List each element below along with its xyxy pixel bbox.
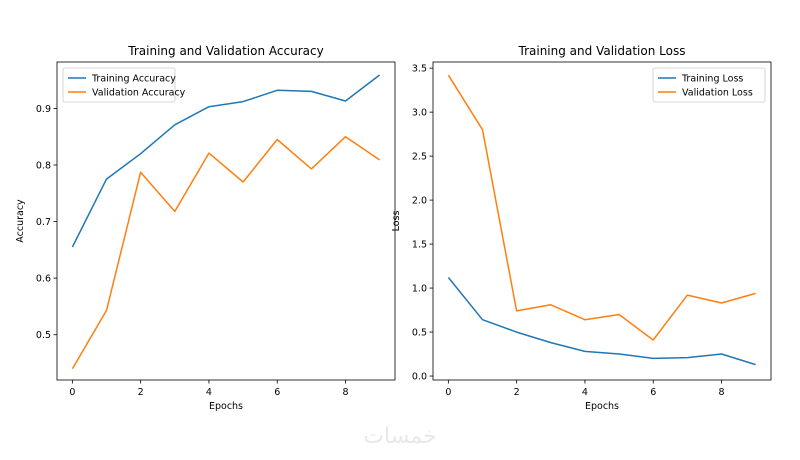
series-line-2 [71,135,381,370]
x-tick-label: 6 [650,387,656,398]
x-tick-label: 6 [274,387,280,398]
x-tick-label: 4 [206,387,212,398]
y-tick-label: 1.5 [412,240,427,251]
y-tick-label: 0.6 [36,274,51,285]
plot-frame [56,61,396,381]
x-axis-label: Epochs [585,401,619,412]
y-tick-label: 0.0 [412,372,427,383]
legend-label: Validation Accuracy [92,88,186,99]
y-tick-label: 0.5 [412,328,427,339]
y-tick-label: 1.0 [412,284,427,295]
x-tick-label: 8 [342,387,348,398]
legend-label: Training Loss [681,74,743,85]
y-tick-label: 0.8 [36,160,51,171]
y-axis-label: Loss [391,211,402,232]
x-axis-label: Epochs [209,401,243,412]
x-tick-label: 4 [582,387,588,398]
chart-title: Training and Validation Accuracy [127,44,323,58]
legend-box [652,67,766,103]
watermark-logo: خمسات [363,424,437,449]
chart-title: Training and Validation Loss [518,44,686,58]
y-tick-label: 2.5 [412,152,427,163]
y-tick-label: 0.7 [36,217,51,228]
y-tick-label: 0.5 [36,330,51,341]
y-axis-label: Accuracy [15,199,26,243]
legend-label: Training Accuracy [91,74,176,85]
legend-box [62,67,176,103]
y-tick-label: 3.0 [412,108,427,119]
y-tick-label: 3.5 [412,64,427,75]
x-tick-label: 8 [718,387,724,398]
legend-label: Validation Loss [682,88,753,99]
x-tick-label: 2 [514,387,520,398]
series-line-1 [447,277,756,366]
x-tick-label: 0 [445,387,451,398]
series-line-2 [447,74,756,341]
x-tick-label: 0 [69,387,75,398]
chart-2: Training and Validation Loss 0 2 4 6 8 0.0 0.5 1… [391,44,772,412]
chart-1: Training and Validation Accuracy 0 2 4 6 8 0.5… [15,44,396,412]
series-line-1 [71,74,381,248]
x-tick-label: 2 [138,387,144,398]
y-tick-label: 0.9 [36,104,51,115]
y-tick-label: 2.0 [412,196,427,207]
plot-frame [432,61,772,381]
